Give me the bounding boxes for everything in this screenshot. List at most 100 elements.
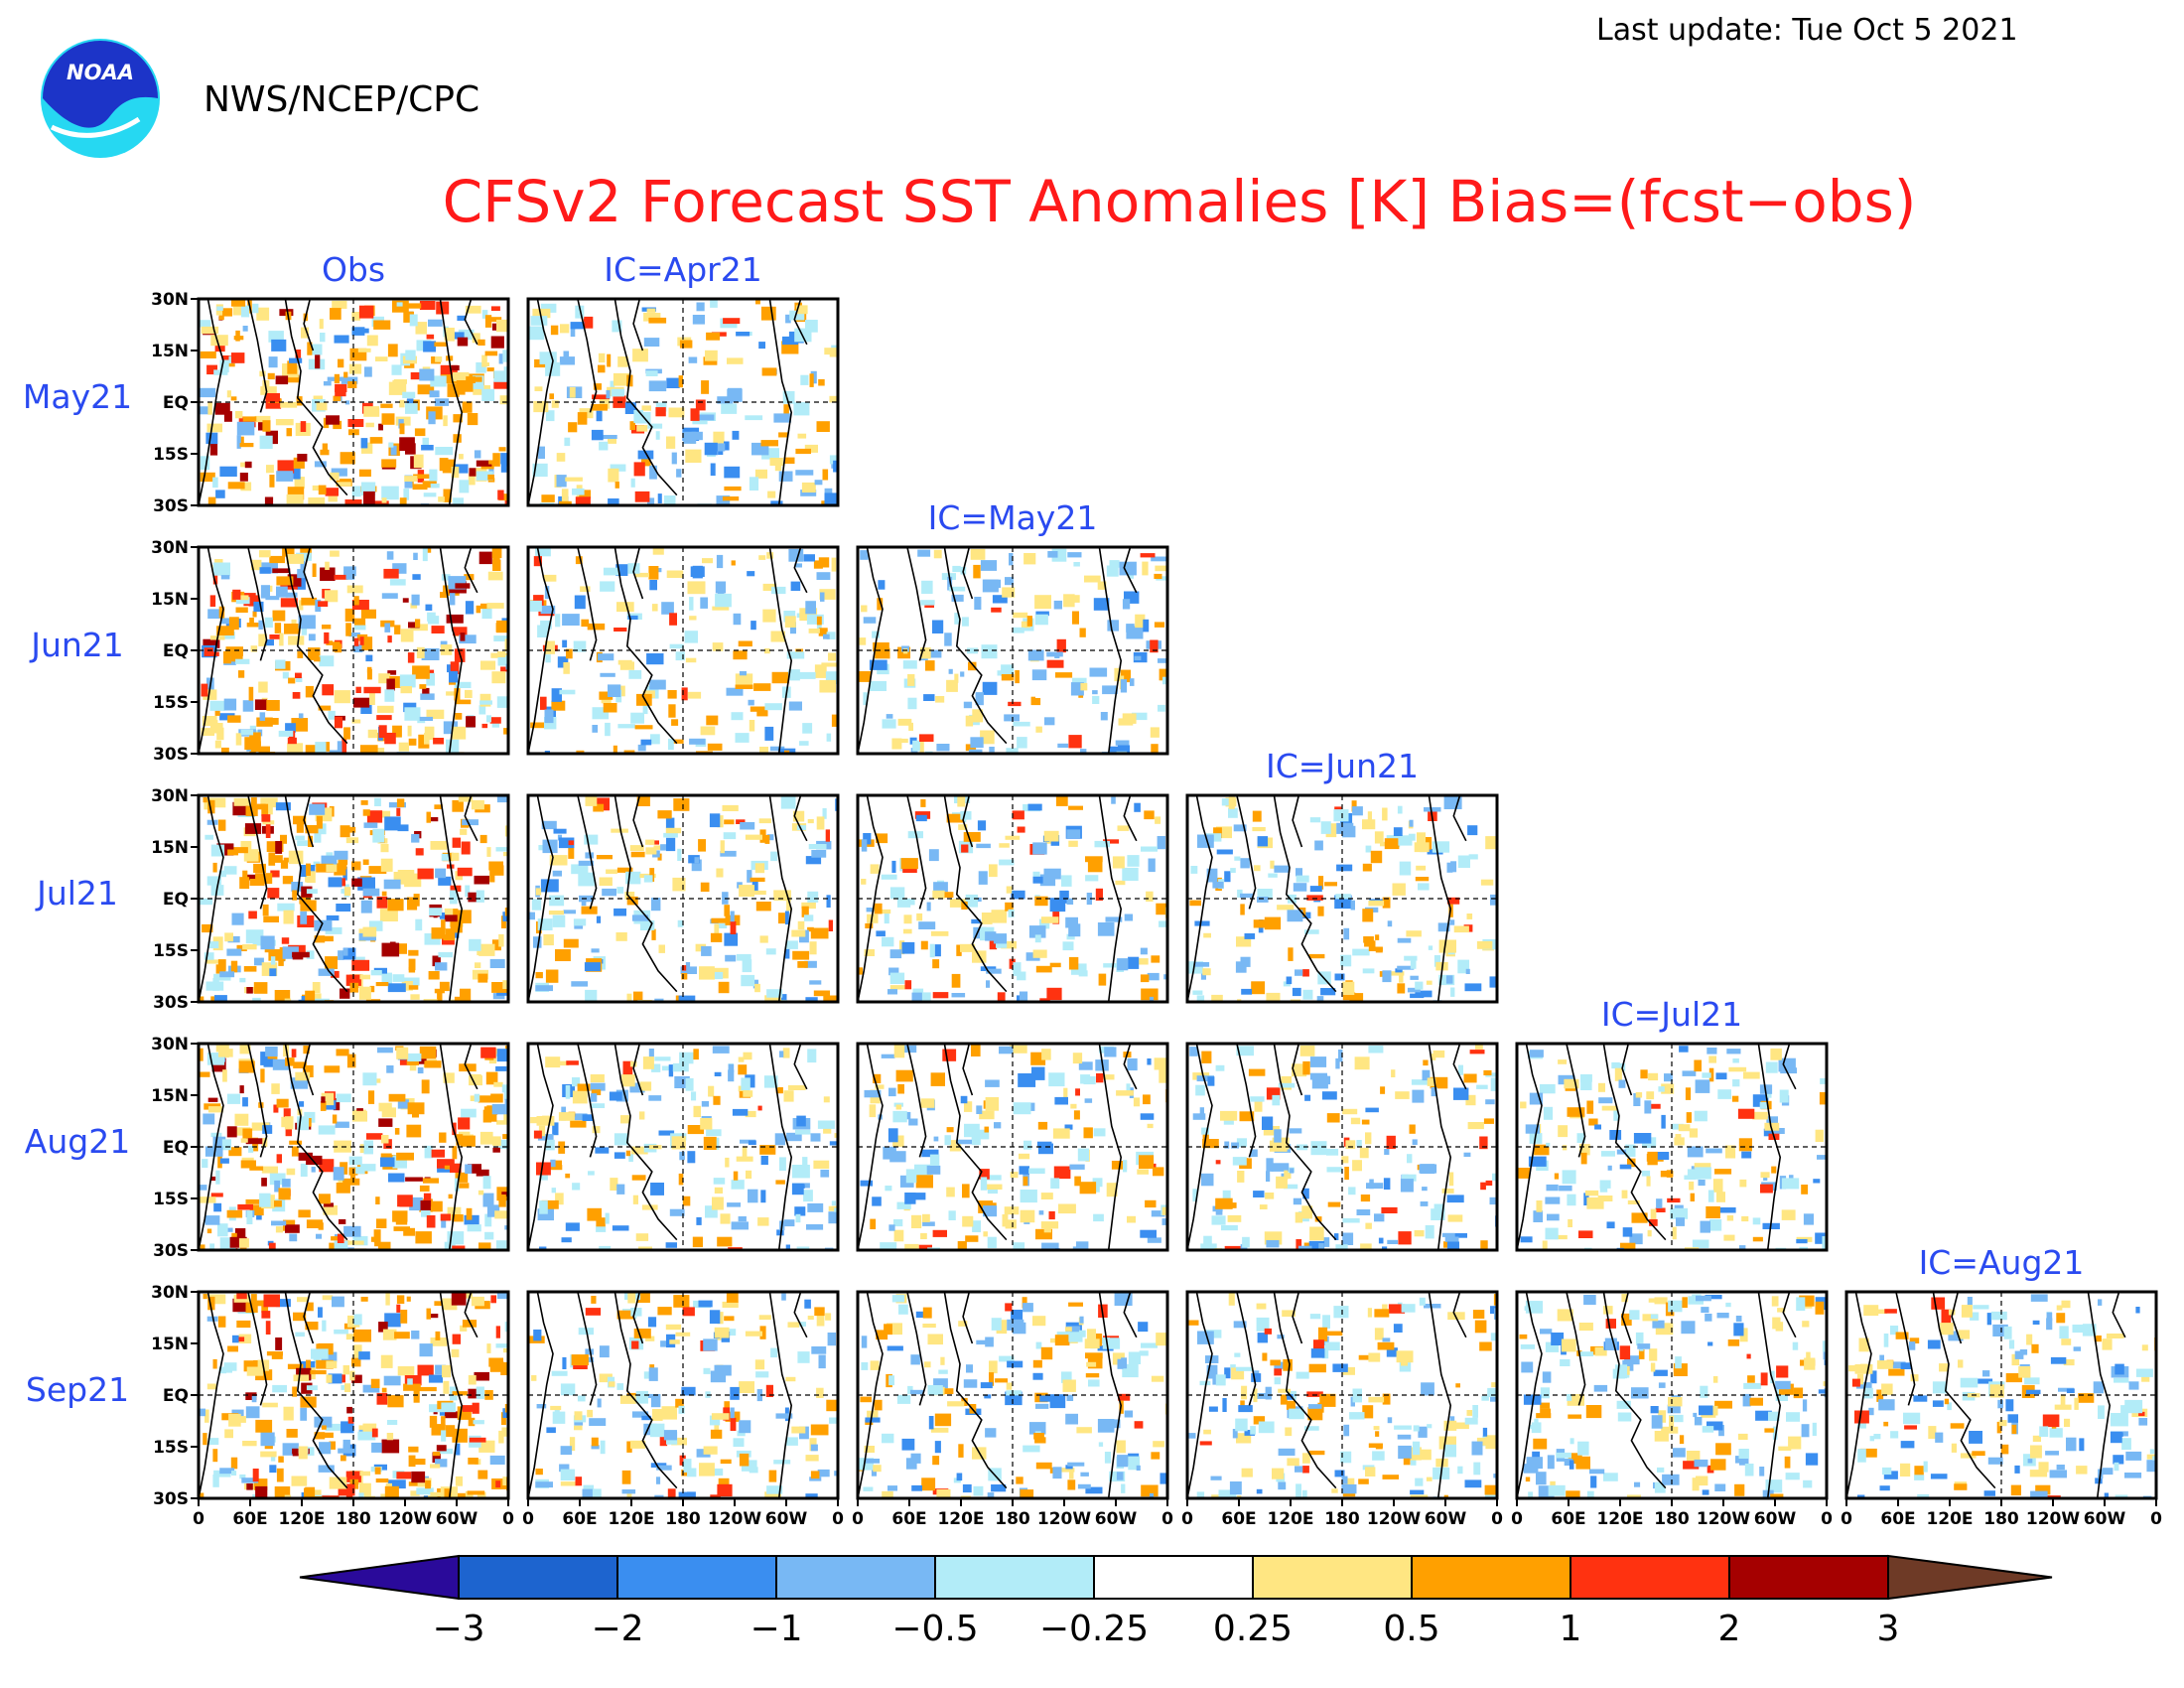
lat-tick-label: 30S [153, 1241, 189, 1261]
panel-12 [856, 1042, 1169, 1252]
lon-tick-label: 120E [608, 1509, 654, 1529]
coastline [199, 1292, 224, 1498]
colorbar-segment [1570, 1555, 1730, 1600]
lon-tick-label: 0 [1511, 1509, 1523, 1529]
coastline [632, 1044, 644, 1096]
colorbar-label: 1 [1560, 1609, 1582, 1649]
lat-tick-label: 15S [153, 693, 189, 713]
row-label: Jul21 [35, 874, 118, 913]
panel-17: 0 60E 120E 180 120W 60W 0 [852, 1290, 1173, 1529]
anomaly-field [528, 547, 838, 754]
anomaly-field [199, 547, 508, 754]
coastline [793, 1044, 808, 1090]
column-title: IC=Apr21 [604, 250, 762, 289]
coastline [1846, 1292, 1872, 1498]
coastline [962, 1292, 974, 1344]
coastline [962, 795, 974, 848]
panel-4 [526, 545, 840, 756]
coastline [439, 547, 464, 754]
coastline [1123, 795, 1138, 842]
coastline [962, 1044, 974, 1096]
coastline [1602, 1292, 1667, 1489]
lon-tick-label: 120E [937, 1509, 984, 1529]
lat-tick-label: 15N [151, 590, 189, 610]
lat-tick-label: 15S [153, 1438, 189, 1458]
coastline [439, 299, 464, 505]
anomaly-field [1187, 1044, 1497, 1250]
lon-tick-label: 180 [1324, 1509, 1360, 1529]
panel-frame [1185, 1042, 1499, 1252]
lat-tick-label: 15S [153, 1190, 189, 1209]
panel-9 [1185, 793, 1499, 1004]
lat-tick-label: 30N [151, 538, 189, 558]
figure-title: CFSv2 Forecast SST Anomalies [K] Bias=(f… [443, 168, 1917, 235]
lon-tick-label: 60E [562, 1509, 597, 1529]
coastline [528, 795, 554, 1002]
colorbar-segment [1093, 1555, 1254, 1600]
panel-frame [526, 1042, 840, 1252]
coastline [793, 1292, 808, 1338]
lon-tick-label: 0 [522, 1509, 534, 1529]
coastline [1098, 795, 1123, 1002]
colorbar-label: 0.5 [1383, 1609, 1439, 1649]
lat-tick-label: 15N [151, 1086, 189, 1106]
colorbar-segment [1728, 1555, 1889, 1600]
coastline [768, 1292, 793, 1498]
coastline [1782, 1292, 1797, 1338]
anomaly-field [199, 1044, 508, 1250]
panel-1: 30N 15N EQ 15S 30S [151, 290, 510, 516]
lon-tick-label: 0 [502, 1509, 514, 1529]
row-label: Sep21 [26, 1370, 129, 1409]
panel-16: 0 60E 120E 180 120W 60W 0 [522, 1290, 844, 1529]
colorbar-segment [775, 1555, 936, 1600]
coastline [1273, 1044, 1337, 1241]
coastline [632, 547, 644, 600]
anomaly-field [1846, 1292, 2156, 1498]
lon-tick-label: 0 [1181, 1509, 1193, 1529]
coastline [632, 1292, 644, 1344]
anomaly-field [528, 1292, 838, 1498]
coastline [528, 1292, 554, 1498]
coastline [303, 547, 315, 600]
coastline [1428, 1044, 1452, 1250]
coastline [943, 1292, 1008, 1489]
lat-tick-label: EQ [163, 393, 189, 413]
coastline [614, 1044, 678, 1241]
lat-tick-label: 30S [153, 1489, 189, 1509]
coastline [768, 299, 793, 505]
lat-tick-label: 15N [151, 342, 189, 361]
coastline [1098, 547, 1123, 754]
panel-frame [526, 793, 840, 1004]
coastline [1602, 1044, 1667, 1241]
coastline [1098, 1292, 1123, 1498]
lat-tick-label: 15S [153, 445, 189, 465]
colorbar-label: 0.25 [1213, 1609, 1293, 1649]
coastline [858, 1292, 884, 1498]
coastline [1273, 1292, 1337, 1489]
panel-7 [526, 793, 840, 1004]
anomaly-field [1187, 1292, 1497, 1498]
lon-tick-label: 0 [1161, 1509, 1173, 1529]
panel-frame [526, 545, 840, 756]
coastline [1782, 1044, 1797, 1090]
coastline [464, 299, 478, 346]
lat-tick-label: 30N [151, 1283, 189, 1303]
lon-tick-label: 60W [1754, 1509, 1797, 1529]
coastline [943, 547, 1008, 745]
lat-tick-label: 15S [153, 941, 189, 961]
colorbar-label: 2 [1718, 1609, 1741, 1649]
panel-frame [1515, 1042, 1829, 1252]
coastline [858, 1044, 884, 1250]
coastline [793, 299, 808, 346]
anomaly-field [1187, 795, 1497, 1002]
panel-18: 0 60E 120E 180 120W 60W 0 [1181, 1290, 1503, 1529]
coastline [768, 1044, 793, 1250]
lon-tick-label: 180 [995, 1509, 1030, 1529]
lon-tick-label: 120W [1037, 1509, 1091, 1529]
coastline [2087, 1292, 2112, 1498]
column-title: IC=Aug21 [1919, 1243, 2085, 1282]
lon-tick-label: 120W [1697, 1509, 1750, 1529]
panel-frame [1185, 793, 1499, 1004]
lon-tick-label: 60E [1880, 1509, 1915, 1529]
